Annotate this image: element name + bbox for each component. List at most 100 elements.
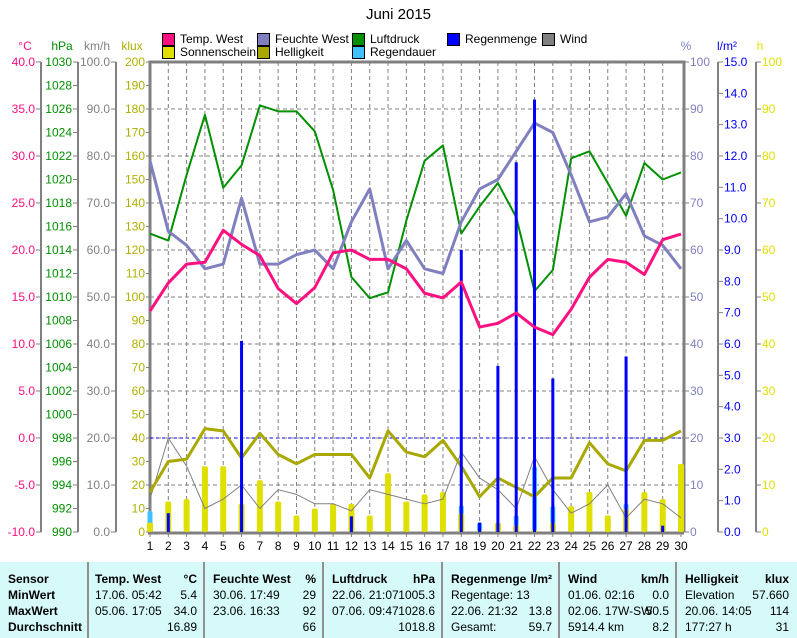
bar-sonnenschein (439, 492, 446, 532)
x-tick-label: 26 (601, 539, 615, 553)
x-tick-label: 28 (638, 539, 652, 553)
brightness-tick-label: 150 (125, 173, 145, 187)
x-tick-label: 14 (381, 539, 395, 553)
temp-tick-label: 20.0 (12, 243, 36, 257)
x-tick-label: 25 (583, 539, 597, 553)
stats-column-wind: Wind km/h 01.06. 02:16 0.0 02.06. 17W-SW 50.5… (562, 562, 677, 638)
stats-label: 20.06. 14:05 (685, 604, 752, 618)
x-tick-label: 13 (363, 539, 377, 553)
humidity-tick-label: 50 (690, 290, 704, 304)
legend-label: Regenmenge (465, 32, 538, 46)
bar-regenmenge (478, 522, 482, 532)
x-tick-label: 27 (619, 539, 633, 553)
pressure-axis-unit: hPa (51, 39, 73, 53)
brightness-tick-label: 170 (125, 126, 145, 140)
x-tick-label: 15 (400, 539, 414, 553)
brightness-tick-label: 180 (125, 102, 145, 116)
rain-tick-label: 2.0 (724, 462, 741, 476)
legend-swatch (352, 32, 365, 46)
pressure-tick-label: 1028 (45, 79, 72, 93)
hours-tick-label: 100 (762, 55, 782, 69)
line-helligkeit (148, 427, 682, 499)
wind-tick-label: 70.0 (87, 196, 111, 210)
temp-tick-label: 5.0 (18, 384, 35, 398)
humidity-tick-label: 20 (690, 431, 704, 445)
bar-regenmenge (661, 525, 665, 532)
legend-swatch (257, 32, 270, 46)
bar-regenmenge (240, 340, 244, 532)
bar-sonnenschein (641, 492, 648, 532)
legend-item: Helligkeit (257, 45, 324, 59)
row-label: Durchschnitt (8, 620, 83, 634)
row-label: MinWert (8, 588, 56, 602)
rain-tick-label: 14.0 (724, 86, 748, 100)
stats-value: 0.0 (652, 588, 669, 602)
rain-tick-label: 10.0 (724, 212, 748, 226)
temp-tick-label: -5.0 (14, 478, 35, 492)
temp-tick-label: 30.0 (12, 149, 36, 163)
x-tick-label: 16 (418, 539, 432, 553)
bar-regenmenge (166, 513, 170, 532)
stats-label: 22.06. 21:32 (451, 604, 518, 618)
x-tick-label: 7 (257, 539, 264, 553)
wind-tick-label: 20.0 (87, 431, 111, 445)
hours-tick-label: 30 (762, 384, 776, 398)
humidity-axis-unit: % (681, 39, 692, 53)
brightness-tick-label: 20 (132, 478, 146, 492)
x-tick-label: 12 (345, 539, 359, 553)
brightness-tick-label: 0 (138, 525, 145, 539)
temp-tick-label: 25.0 (12, 196, 36, 210)
stats-value: 114 (769, 604, 789, 618)
x-tick-label: 1 (147, 539, 154, 553)
x-tick-label: 23 (546, 539, 560, 553)
stats-column-temp-west: Temp. West °C 17.06. 05:42 5.4 05.06. 17:05 3… (89, 562, 205, 638)
hours-tick-label: 20 (762, 431, 776, 445)
bar-sonnenschein (183, 499, 190, 532)
pressure-tick-label: 996 (52, 455, 72, 469)
x-tick-label: 21 (510, 539, 524, 553)
legend-item: Temp. West (162, 32, 243, 46)
pressure-tick-label: 1002 (45, 384, 72, 398)
humidity-tick-label: 90 (690, 102, 704, 116)
wind-tick-label: 90.0 (87, 102, 111, 116)
brightness-tick-label: 110 (126, 267, 145, 281)
legend-label: Luftdruck (370, 32, 420, 46)
stats-label: 22.06. 21:07 (332, 588, 399, 602)
bar-sonnenschein (678, 463, 684, 532)
pressure-tick-label: 1018 (45, 196, 72, 210)
humidity-tick-label: 0 (690, 525, 697, 539)
hours-tick-label: 50 (762, 290, 776, 304)
rain-tick-label: 8.0 (724, 274, 741, 288)
legend-item: Sonnenschein (162, 45, 256, 59)
legend-swatch (352, 45, 365, 59)
humidity-tick-label: 40 (690, 337, 704, 351)
wind-tick-label: 40.0 (87, 337, 111, 351)
humidity-tick-label: 70 (690, 196, 704, 210)
stats-column-regenmenge: Regenmenge l/m² Regentage: 13 22.06. 21:32 1… (445, 562, 560, 638)
stats-label: 30.06. 17:49 (213, 588, 280, 602)
legend-swatch (162, 32, 175, 46)
wind-tick-label: 60.0 (87, 243, 111, 257)
stats-value: 13.8 (528, 604, 552, 618)
line-feuchte-west (148, 121, 683, 275)
hours-axis-unit: h (757, 39, 764, 53)
stats-unit: % (305, 572, 316, 586)
legend-swatch (447, 32, 460, 46)
wind-axis-unit: km/h (84, 39, 110, 53)
pressure-tick-label: 1022 (45, 149, 72, 163)
legend-item: Wind (542, 32, 587, 46)
stats-value: 1005.3 (398, 588, 435, 602)
bar-sonnenschein (293, 515, 300, 532)
temp-axis-unit: °C (18, 39, 32, 53)
stats-label: 23.06. 16:33 (213, 604, 280, 618)
x-tick-label: 20 (491, 539, 505, 553)
chart-title: Juni 2015 (365, 6, 432, 23)
brightness-tick-label: 120 (125, 243, 145, 257)
stats-unit: km/h (640, 572, 669, 586)
brightness-tick-label: 160 (125, 149, 145, 163)
x-tick-label: 17 (436, 539, 450, 553)
x-tick-label: 30 (674, 539, 688, 553)
legend-label: Regendauer (370, 45, 437, 59)
wind-tick-label: 100.0 (80, 55, 110, 69)
stats-header: Feuchte West (213, 572, 291, 586)
